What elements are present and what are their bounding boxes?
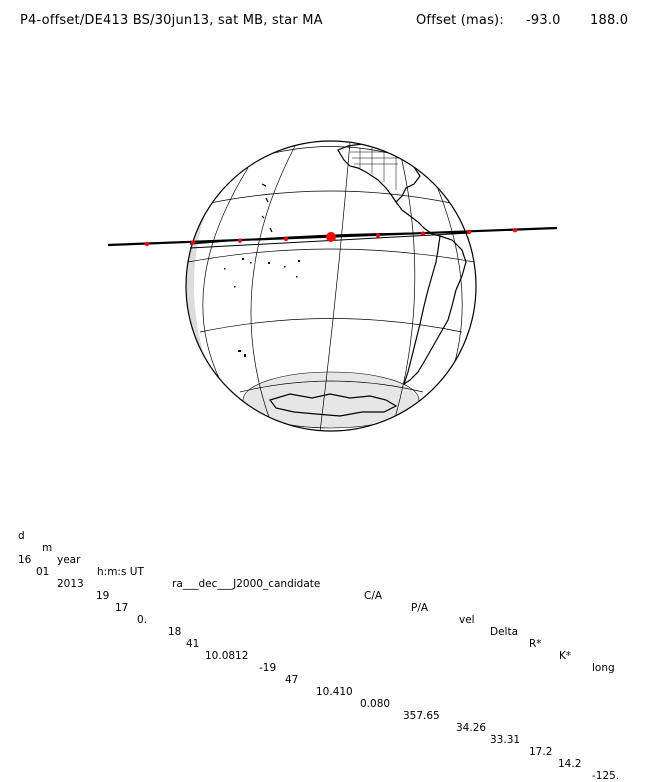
val-kstar: 14.2: [558, 758, 582, 770]
marker-2: [190, 240, 196, 245]
col-kstar: K*: [559, 650, 572, 662]
val-dec-m: 47: [285, 674, 299, 686]
plot-title: P4-offset/DE413 BS/30jun13, sat MB, star…: [20, 13, 323, 28]
antarctica: [269, 393, 398, 417]
pacific-islands: [224, 258, 300, 357]
val-ca: 0.080: [360, 698, 391, 710]
col-ca: C/A: [364, 590, 383, 602]
val-year: 2013: [57, 578, 84, 590]
offset-label: Offset (mas):: [416, 13, 504, 28]
val-rstar: 17.2: [529, 746, 553, 758]
meridian-1: [250, 145, 296, 421]
polar-shade: [242, 371, 420, 429]
globe-map: [107, 140, 558, 432]
marker-closest-approach: [326, 232, 336, 242]
col-long: long: [592, 662, 615, 674]
parallel-60s: [239, 380, 424, 393]
val-vel: 34.26: [456, 722, 487, 734]
col-vel: vel: [459, 614, 475, 626]
table-value-row: 16 01 2013 19 17 0. 18 41 10.0812 -19 47…: [0, 542, 619, 782]
marker-8: [466, 229, 472, 235]
col-day: d: [18, 530, 25, 542]
offset-y-value: 188.0: [590, 13, 629, 28]
parallel-30s: [199, 318, 463, 333]
val-second: 0.: [137, 614, 148, 626]
col-pa: P/A: [411, 602, 429, 614]
meridian-5: [429, 169, 463, 379]
col-delta: Delta: [490, 626, 519, 638]
offset-x-value: -93.0: [526, 13, 561, 28]
col-year: year: [57, 554, 81, 566]
val-long: -125.: [592, 770, 620, 782]
col-radec: ra___dec___J2000_candidate: [172, 578, 321, 590]
val-ra-s: 10.0812: [205, 650, 249, 662]
marker-3: [237, 238, 243, 243]
mexico: [395, 201, 441, 237]
marker-4: [283, 236, 289, 242]
globe-limb: [185, 140, 477, 432]
val-ra-h: 18: [168, 626, 182, 638]
south-america: [402, 235, 467, 386]
parallel-30n: [204, 190, 457, 205]
meridian-2: [319, 141, 351, 431]
val-minute: 17: [115, 602, 129, 614]
val-dec-s: 10.410: [316, 686, 353, 698]
marker-7: [420, 231, 426, 236]
us-states: [350, 146, 404, 190]
minute-markers: [144, 228, 518, 247]
meridian-4: [202, 167, 249, 381]
marker-9: [512, 228, 518, 233]
alaska-islands: [261, 183, 273, 233]
val-day: 16: [18, 554, 32, 566]
col-rstar: R*: [529, 638, 542, 650]
val-ra-m: 41: [186, 638, 200, 650]
val-dec-d: -19: [259, 662, 277, 674]
val-pa: 357.65: [403, 710, 440, 722]
col-month: m: [42, 542, 53, 554]
marker-6: [375, 233, 381, 238]
val-delta: 33.31: [490, 734, 521, 746]
marker-1: [144, 241, 150, 247]
val-hour: 19: [96, 590, 110, 602]
